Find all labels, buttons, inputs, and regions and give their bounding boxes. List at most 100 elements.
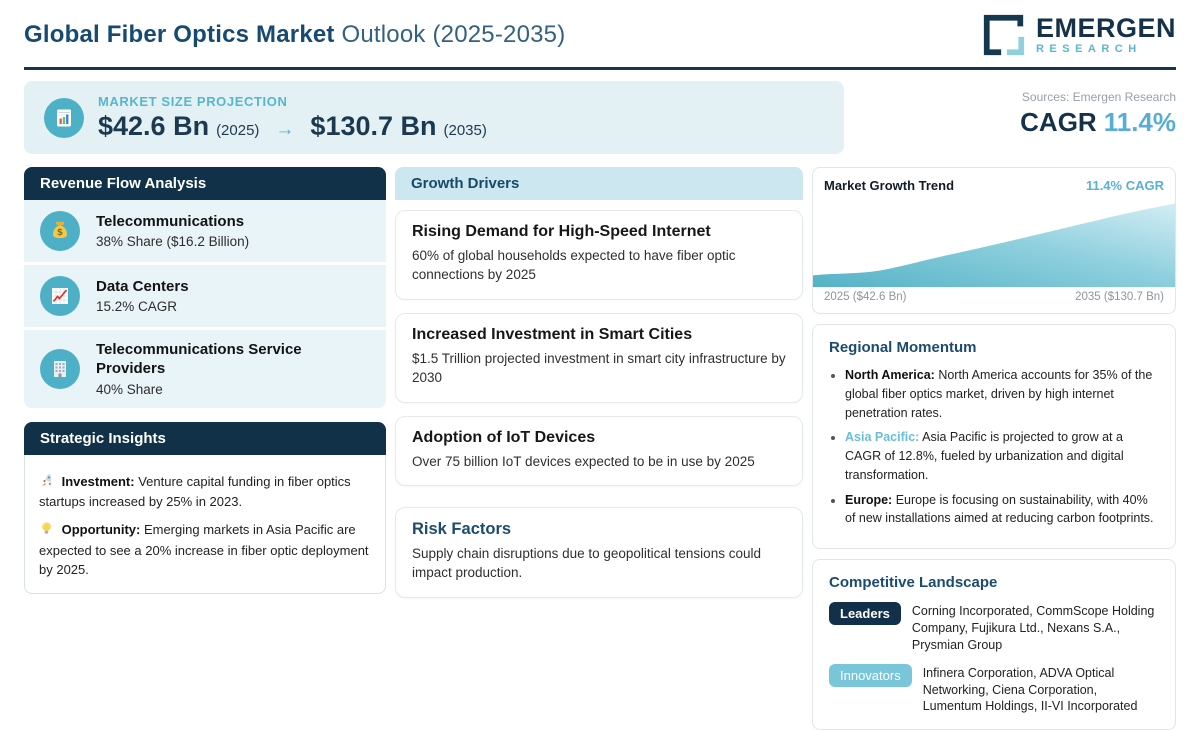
market-size-banner: MARKET SIZE PROJECTION $42.6 Bn (2025) →… xyxy=(24,81,844,154)
chart-start-label: 2025 ($42.6 Bn) xyxy=(824,291,907,303)
top-meta: Sources: Emergen Research CAGR 11.4% xyxy=(844,81,1176,154)
light-bulb-icon xyxy=(39,521,54,542)
growth-driver-card: Increased Investment in Smart Cities $1.… xyxy=(395,312,803,403)
revenue-flow-items: $ Telecommunications 38% Share ($16.2 Bi… xyxy=(24,200,386,408)
insight-lead: Investment: xyxy=(61,473,135,489)
innovators-badge: Innovators xyxy=(829,663,912,687)
rocket-icon xyxy=(39,473,54,494)
item-title: Telecommunications Service Providers xyxy=(96,341,302,377)
logo-subtitle: RESEARCH xyxy=(1035,43,1142,55)
end-year: (2035) xyxy=(443,121,487,139)
list-item: Telecommunications Service Providers 40%… xyxy=(24,330,386,408)
region-bullet: North America: North America accounts fo… xyxy=(845,366,1159,422)
item-title: Telecommunications xyxy=(96,212,245,230)
start-year: (2025) xyxy=(216,121,260,139)
cagr-line: CAGR 11.4% xyxy=(844,107,1176,138)
top-row: MARKET SIZE PROJECTION $42.6 Bn (2025) →… xyxy=(24,81,1176,154)
chart-header: Market Growth Trend 11.4% CAGR xyxy=(813,178,1175,193)
leaders-badge: Leaders xyxy=(829,602,901,625)
innovators-row: Innovators Infinera Corporation, ADVA Op… xyxy=(829,663,1159,716)
bar-chart-icon xyxy=(44,97,84,138)
list-item: $ Telecommunications 38% Share ($16.2 Bi… xyxy=(24,200,386,262)
strategic-insights-body: Investment: Venture capital funding in f… xyxy=(24,454,386,594)
competitive-landscape-title: Competitive Landscape xyxy=(829,574,998,591)
leaders-row: Leaders Corning Incorporated, CommScope … xyxy=(829,602,1159,654)
region-bullet: Asia Pacific: Asia Pacific is projected … xyxy=(845,428,1159,484)
region-bullet: Europe: Europe is focusing on sustainabi… xyxy=(845,491,1159,529)
competitive-landscape-card: Competitive Landscape Leaders Corning In… xyxy=(812,559,1176,730)
region-text: Asia Pacific is projected to grow at a C… xyxy=(845,430,1124,482)
chart-increasing-icon xyxy=(40,276,80,316)
regional-momentum-list: North America: North America accounts fo… xyxy=(845,366,1159,528)
item-subtitle: 15.2% CAGR xyxy=(96,299,178,315)
middle-column: Growth Drivers Rising Demand for High-Sp… xyxy=(395,167,803,730)
item-subtitle: 38% Share ($16.2 Billion) xyxy=(96,234,250,250)
infographic-page: Global Fiber Optics Market Outlook (2025… xyxy=(0,0,1200,700)
card-text: $1.5 Trillion projected investment in sm… xyxy=(412,350,786,385)
region-lead: North America: xyxy=(845,368,935,382)
strategic-insights-header: Strategic Insights xyxy=(24,421,386,455)
market-growth-trend-card: Market Growth Trend 11.4% CAGR 2025 ($42 xyxy=(812,167,1176,314)
end-value: $130.7 Bn xyxy=(310,110,437,141)
competitive-landscape-rows: Leaders Corning Incorporated, CommScope … xyxy=(829,602,1159,715)
start-value: $42.6 Bn xyxy=(98,110,210,141)
strategic-insights-panel: Strategic Insights Investment: Venture c… xyxy=(24,421,386,594)
growth-driver-card: Adoption of IoT Devices Over 75 billion … xyxy=(395,415,803,487)
page-title-rest: Outlook (2025-2035) xyxy=(334,21,566,48)
risk-factors-text: Supply chain disruptions due to geopolit… xyxy=(412,546,761,581)
right-column: Market Growth Trend 11.4% CAGR 2025 ($42 xyxy=(812,167,1176,730)
item-subtitle: 40% Share xyxy=(96,381,163,397)
banner-text: MARKET SIZE PROJECTION $42.6 Bn (2025) →… xyxy=(98,94,487,142)
revenue-flow-panel: Revenue Flow Analysis $ Telecommunicatio… xyxy=(24,167,386,408)
insight-item: Investment: Venture capital funding in f… xyxy=(39,473,371,513)
chart-axis-labels: 2025 ($42.6 Bn) 2035 ($130.7 Bn) xyxy=(813,287,1175,307)
banner-label: MARKET SIZE PROJECTION xyxy=(98,93,288,109)
regional-momentum-card: Regional Momentum North America: North A… xyxy=(812,324,1176,549)
item-title: Data Centers xyxy=(96,277,189,295)
emergen-square-logo-icon xyxy=(981,12,1027,58)
logo-wordmark: EMERGEN RESEARCH xyxy=(1036,15,1176,55)
list-item: Data Centers 15.2% CAGR xyxy=(24,265,386,327)
region-text: North America accounts for 35% of the gl… xyxy=(845,368,1153,420)
growth-driver-card: Rising Demand for High-Speed Internet 60… xyxy=(395,210,803,300)
card-title: Increased Investment in Smart Cities xyxy=(412,325,693,343)
sources-note: Sources: Emergen Research xyxy=(1021,90,1176,104)
arrow-right-icon: → xyxy=(275,118,295,140)
card-title: Rising Demand for High-Speed Internet xyxy=(412,223,711,240)
left-column: Revenue Flow Analysis $ Telecommunicatio… xyxy=(24,167,386,730)
growth-area-chart xyxy=(813,203,1175,287)
cagr-label: CAGR xyxy=(1020,107,1097,137)
chart-title: Market Growth Trend xyxy=(824,178,955,193)
page-header: Global Fiber Optics Market Outlook (2025… xyxy=(24,12,1176,70)
regional-momentum-title: Regional Momentum xyxy=(829,339,977,356)
page-title: Global Fiber Optics Market Outlook (2025… xyxy=(24,21,565,49)
main-grid: Revenue Flow Analysis $ Telecommunicatio… xyxy=(24,167,1176,730)
card-title: Adoption of IoT Devices xyxy=(412,428,596,446)
item-text: Telecommunications Service Providers 40%… xyxy=(96,341,370,397)
logo-name: EMERGEN xyxy=(1035,13,1176,43)
insight-text: Emerging markets in Asia Pacific are exp… xyxy=(39,522,369,577)
page-title-bold: Global Fiber Optics Market xyxy=(24,21,335,48)
item-text: Telecommunications 38% Share ($16.2 Bill… xyxy=(96,213,249,250)
growth-drivers-header: Growth Drivers xyxy=(395,167,803,200)
chart-cagr-value: 11.4% CAGR xyxy=(1085,178,1164,193)
risk-factors-title: Risk Factors xyxy=(412,520,512,539)
region-lead: Europe: xyxy=(845,492,893,507)
card-text: Over 75 billion IoT devices expected to … xyxy=(412,453,755,469)
insight-text: Venture capital funding in fiber optics … xyxy=(39,473,351,510)
revenue-flow-header: Revenue Flow Analysis xyxy=(24,167,386,200)
leaders-companies: Corning Incorporated, CommScope Holding … xyxy=(911,604,1155,652)
insight-item: Opportunity: Emerging markets in Asia Pa… xyxy=(39,521,371,580)
growth-drivers-cards: Rising Demand for High-Speed Internet 60… xyxy=(395,210,803,487)
money-bag-icon: $ xyxy=(40,211,80,251)
item-text: Data Centers 15.2% CAGR xyxy=(96,278,189,315)
banner-values: $42.6 Bn (2025) → $130.7 Bn (2035) xyxy=(98,111,487,142)
region-lead: Asia Pacific: xyxy=(845,430,920,445)
region-text: Europe is focusing on sustainability, wi… xyxy=(845,492,1154,526)
cagr-value: 11.4% xyxy=(1103,107,1176,137)
innovators-companies: Infinera Corporation, ADVA Optical Netwo… xyxy=(922,665,1138,714)
office-building-icon xyxy=(40,348,80,389)
chart-end-label: 2035 ($130.7 Bn) xyxy=(1075,291,1164,303)
card-text: 60% of global households expected to hav… xyxy=(412,248,736,282)
risk-factors-card: Risk Factors Supply chain disruptions du… xyxy=(395,507,803,599)
